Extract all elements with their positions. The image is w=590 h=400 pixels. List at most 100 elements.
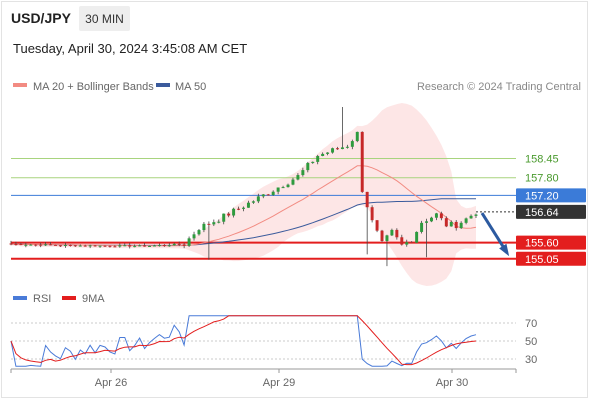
support-tag-bg bbox=[516, 235, 586, 250]
candle-body bbox=[246, 202, 250, 208]
last-price-label: 156.64 bbox=[525, 207, 559, 219]
candle-body bbox=[162, 245, 166, 247]
last-price-tag-bg bbox=[516, 204, 586, 219]
candle-body bbox=[108, 245, 112, 247]
candle-body bbox=[73, 245, 77, 247]
candle-body bbox=[439, 213, 443, 219]
candle-body bbox=[232, 208, 236, 216]
candle-body bbox=[370, 207, 374, 221]
candle-body bbox=[326, 152, 330, 154]
candle-body bbox=[68, 244, 72, 246]
ma9-legend-label: 9MA bbox=[82, 293, 105, 305]
candle-body bbox=[78, 245, 82, 247]
candle-body bbox=[444, 218, 448, 227]
candle-body bbox=[261, 194, 265, 197]
candle-body bbox=[118, 245, 122, 247]
candle-body bbox=[54, 244, 58, 246]
pivot-label: 157.20 bbox=[525, 190, 559, 202]
candle-body bbox=[415, 231, 419, 243]
candle-body bbox=[9, 243, 13, 245]
candle-body bbox=[83, 245, 87, 247]
candle-body bbox=[207, 223, 211, 225]
ma9-legend-swatch bbox=[62, 296, 76, 300]
candle-body bbox=[24, 244, 28, 246]
candle-body bbox=[291, 179, 295, 185]
price-level-lines bbox=[11, 158, 516, 260]
candle-body bbox=[256, 196, 260, 202]
candle-body bbox=[242, 207, 245, 209]
candle-body bbox=[177, 243, 181, 245]
candle-body bbox=[152, 245, 156, 247]
candle-body bbox=[138, 245, 142, 247]
candle-body bbox=[474, 214, 478, 216]
candle-body bbox=[63, 244, 67, 246]
candle-body bbox=[286, 184, 290, 188]
candle-body bbox=[187, 238, 191, 246]
rsi-ma-line bbox=[10, 315, 477, 366]
candle-body bbox=[143, 245, 147, 247]
candle-body bbox=[331, 148, 335, 153]
support-label: 155.60 bbox=[525, 238, 559, 250]
candle-body bbox=[395, 229, 399, 238]
candle-body bbox=[103, 245, 107, 247]
candle-body bbox=[157, 245, 161, 247]
candle-body bbox=[123, 245, 127, 247]
candle-body bbox=[19, 244, 23, 246]
resistance-label: 157.80 bbox=[525, 173, 559, 185]
x-tick-label: Apr 29 bbox=[263, 377, 295, 389]
candle-body bbox=[29, 244, 33, 246]
candles bbox=[9, 106, 478, 267]
candle-body bbox=[113, 246, 117, 248]
candle-body bbox=[237, 208, 241, 210]
candle-body bbox=[425, 221, 429, 223]
candle-body bbox=[311, 161, 315, 163]
x-tick-label: Apr 26 bbox=[95, 377, 127, 389]
candle-body bbox=[355, 131, 359, 142]
candle-body bbox=[459, 222, 463, 229]
candle-body bbox=[420, 222, 424, 232]
bollinger-band bbox=[11, 103, 476, 286]
timeframe-button[interactable]: 30 MIN bbox=[79, 6, 130, 31]
candle-body bbox=[93, 245, 97, 247]
support-tag-bg bbox=[516, 251, 586, 266]
candle-body bbox=[375, 220, 379, 231]
candle-body bbox=[336, 148, 339, 150]
candle-body bbox=[429, 217, 433, 222]
candle-body bbox=[385, 235, 389, 242]
candle-body bbox=[182, 244, 186, 246]
candle-body bbox=[380, 230, 384, 242]
candle-body bbox=[410, 242, 414, 244]
candle-body bbox=[464, 218, 468, 223]
candle-body bbox=[405, 242, 409, 245]
rsi-legend-label: RSI bbox=[33, 293, 51, 305]
bollinger-fill bbox=[11, 103, 476, 286]
candle-body bbox=[316, 155, 320, 162]
candle-body bbox=[227, 213, 231, 216]
candle-body bbox=[128, 245, 132, 247]
candle-body bbox=[58, 245, 62, 247]
candle-body bbox=[39, 244, 43, 246]
datetime-label: Tuesday, April 30, 2024 3:45:08 AM CET bbox=[13, 41, 248, 56]
price-level-tags[interactable]: 158.45 157.80 157.20 156.64 155.60 155.05 bbox=[516, 154, 586, 266]
candle-body bbox=[266, 194, 270, 196]
candle-body bbox=[217, 221, 221, 223]
rsi-legend-swatch bbox=[13, 296, 27, 300]
candle-body bbox=[301, 170, 305, 176]
candle-body bbox=[192, 234, 196, 239]
candle-body bbox=[251, 201, 255, 203]
support-label: 155.05 bbox=[525, 254, 559, 266]
candle-body bbox=[276, 187, 280, 192]
credit-label: Research © 2024 Trading Central bbox=[417, 81, 581, 93]
x-axis: Apr 26 Apr 29 Apr 30 bbox=[10, 369, 517, 389]
candle-body bbox=[360, 131, 364, 192]
candle-body bbox=[222, 213, 226, 222]
resistance-label: 158.45 bbox=[525, 154, 559, 166]
projection-arrow-head bbox=[499, 243, 510, 257]
candle-body bbox=[44, 244, 48, 246]
x-tick-label: Apr 30 bbox=[436, 377, 468, 389]
ma20-legend-swatch bbox=[13, 83, 27, 87]
candle-body bbox=[148, 245, 151, 247]
candle-body bbox=[469, 215, 473, 219]
